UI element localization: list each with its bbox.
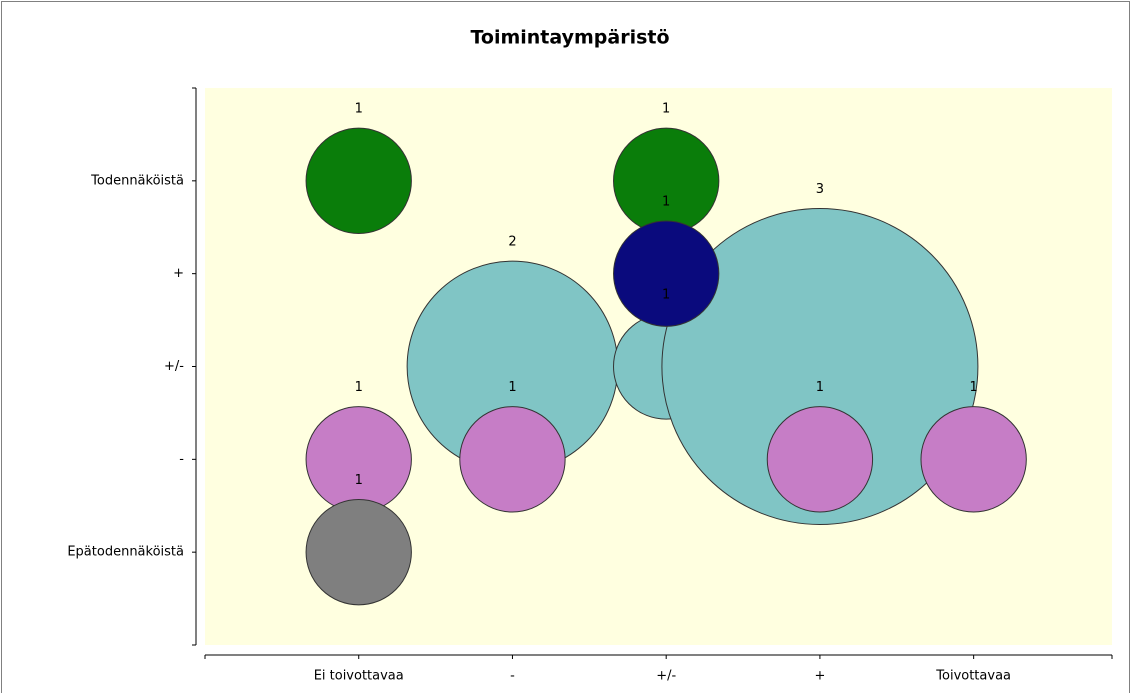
y-tick-label: -	[179, 452, 184, 467]
bubble	[613, 220, 720, 327]
x-tick-label: -	[510, 669, 515, 684]
bubble	[613, 127, 720, 234]
data-label: 1	[355, 380, 363, 395]
x-tick-label: +/-	[656, 669, 676, 684]
bubble	[305, 499, 412, 606]
data-label: 1	[662, 287, 670, 302]
data-label: 1	[662, 195, 670, 210]
data-label: 2	[508, 235, 516, 250]
bubble	[661, 208, 979, 525]
data-label: 1	[816, 380, 824, 395]
bubble	[920, 406, 1027, 513]
y-tick-label: Todennäköistä	[90, 173, 184, 188]
y-tick-label: Epätodennäköistä	[67, 545, 184, 560]
data-label: 1	[355, 473, 363, 488]
bubble	[766, 406, 874, 513]
x-tick-label: Toivottavaa	[935, 669, 1011, 684]
bubble	[459, 406, 566, 513]
chart-title: Toimintaympäristö	[470, 27, 669, 49]
data-label: 1	[662, 102, 670, 117]
bubble	[305, 406, 412, 513]
data-label: 1	[970, 380, 978, 395]
data-label: 3	[816, 182, 824, 197]
y-tick-label: +/-	[164, 359, 184, 374]
x-tick-label: Ei toivottavaa	[314, 669, 404, 684]
data-label: 1	[355, 102, 363, 117]
y-tick-label: +	[173, 266, 184, 281]
data-label: 1	[508, 380, 516, 395]
bubble	[305, 127, 412, 234]
x-tick-label: +	[814, 669, 825, 684]
